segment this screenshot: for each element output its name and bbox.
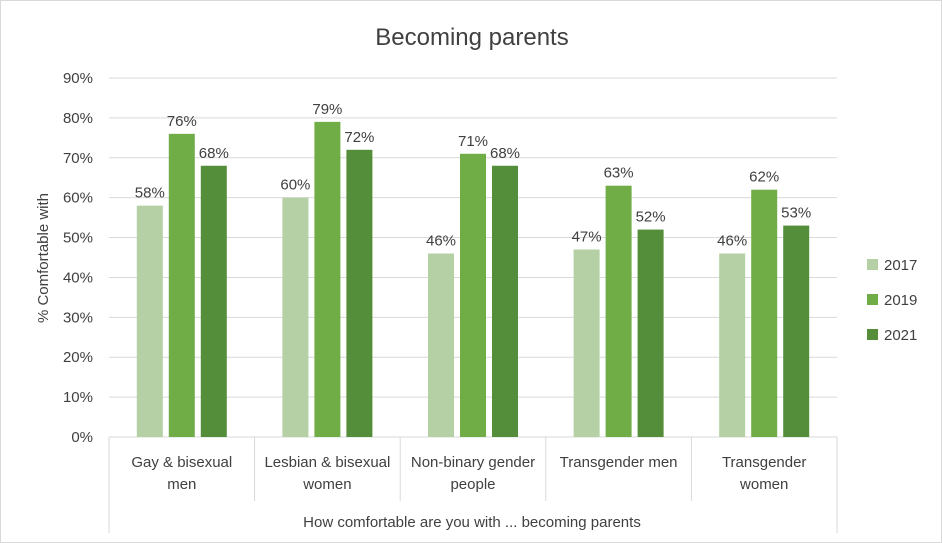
legend-label: 2021: [884, 327, 917, 344]
y-tick-label: 0%: [71, 429, 93, 446]
data-label: 79%: [312, 101, 342, 118]
bar-2021: [637, 229, 664, 437]
data-label: 62%: [749, 169, 779, 186]
legend-swatch: [867, 294, 878, 305]
category-labels: Gay & bisexual men Lesbian & bisexual women…: [131, 454, 806, 493]
data-label: 47%: [572, 229, 602, 246]
bar-2021: [346, 149, 373, 438]
bar-2021: [200, 165, 227, 437]
y-tick-label: 30%: [63, 309, 93, 326]
legend-swatch: [867, 329, 878, 340]
category-label: Non-binary gender people: [411, 454, 535, 493]
chart-title: Becoming parents: [375, 24, 568, 51]
data-label: 60%: [280, 177, 310, 194]
data-label: 68%: [490, 145, 520, 162]
bar-2019: [168, 133, 195, 437]
data-labels: 58%76%68%60%79%72%46%71%68%47%63%52%46%6…: [135, 101, 811, 250]
legend: 2017 2019 2021: [867, 257, 917, 344]
y-tick-label: 10%: [63, 389, 93, 406]
data-label: 72%: [344, 129, 374, 146]
y-tick-label: 20%: [63, 349, 93, 366]
bar-2021: [783, 225, 810, 437]
bars: [136, 121, 810, 438]
bar-2017: [282, 197, 309, 437]
x-axis-label: How comfortable are you with ... becomin…: [303, 514, 641, 531]
y-tick-label: 50%: [63, 230, 93, 247]
bar-2017: [573, 249, 600, 437]
bar-2021: [492, 165, 518, 437]
category-label: Lesbian & bisexual women: [264, 454, 390, 493]
y-tick-label: 90%: [63, 70, 93, 87]
bar-2017: [719, 253, 746, 437]
category-label: Transgender women: [722, 454, 807, 493]
category-label: Gay & bisexual men: [131, 454, 232, 493]
bar-2017: [136, 205, 163, 437]
data-label: 53%: [781, 205, 811, 222]
bar-2019: [460, 153, 486, 438]
bar-2019: [314, 121, 341, 437]
bar-2019: [605, 185, 632, 437]
y-tick-label: 70%: [63, 150, 93, 167]
data-label: 63%: [604, 165, 634, 182]
y-tick-label: 80%: [63, 110, 93, 127]
bar-2019: [751, 189, 778, 437]
data-label: 58%: [135, 185, 165, 202]
y-tick-label: 60%: [63, 190, 93, 207]
y-axis-ticks: 0% 10% 20% 30% 40% 50% 60% 70% 80% 90%: [63, 70, 93, 446]
data-label: 46%: [426, 233, 456, 250]
y-tick-label: 40%: [63, 269, 93, 286]
data-label: 46%: [717, 233, 747, 250]
data-label: 76%: [167, 113, 197, 130]
legend-label: 2019: [884, 292, 917, 309]
y-axis-label: % Comfortable with: [35, 193, 52, 323]
data-label: 71%: [458, 133, 488, 150]
legend-swatch: [867, 259, 878, 270]
data-label: 68%: [199, 145, 229, 162]
bar-2017: [428, 253, 454, 437]
category-label: Transgender men: [560, 454, 678, 471]
legend-label: 2017: [884, 257, 917, 274]
data-label: 52%: [636, 209, 666, 226]
